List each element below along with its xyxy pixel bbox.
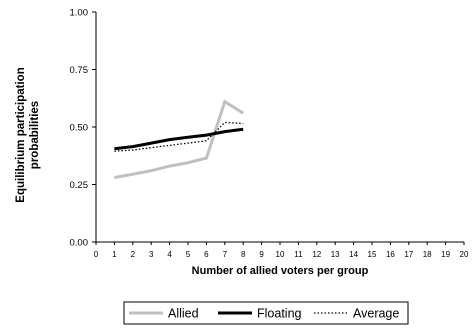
y-axis-title-line2: probabilities <box>29 101 41 169</box>
x-tick-label: 20 <box>460 250 469 259</box>
legend: Allied Floating Average <box>123 301 409 325</box>
y-tick-label: 0.25 <box>70 180 89 191</box>
x-tick-label: 11 <box>294 250 303 259</box>
x-tick-label: 19 <box>441 250 450 259</box>
x-tick-label: 7 <box>223 250 228 259</box>
y-axis-ticks: 0.00 0.25 0.50 0.75 1.00 <box>70 8 96 249</box>
series-lines <box>114 99 244 180</box>
x-tick-label: 18 <box>423 250 432 259</box>
series-line-floating <box>114 127 244 151</box>
x-tick-label: 1 <box>112 250 117 259</box>
x-tick-label: 5 <box>186 250 191 259</box>
x-tick-label: 8 <box>241 250 246 259</box>
x-tick-label: 3 <box>149 250 154 259</box>
x-tick-label: 9 <box>259 250 264 259</box>
x-tick-label: 6 <box>204 250 209 259</box>
legend-label-average: Average <box>353 307 399 321</box>
x-axis-ticks: 0 1 2 3 4 5 6 7 8 9 10 11 12 13 14 15 16 17 18 19 20 <box>94 242 469 259</box>
y-tick-label: 1.00 <box>70 8 89 19</box>
series-line-average <box>114 121 244 152</box>
plot-area <box>95 12 464 243</box>
x-tick-label: 16 <box>386 250 395 259</box>
x-tick-label: 2 <box>131 250 136 259</box>
x-tick-label: 17 <box>404 250 413 259</box>
y-tick-label: 0.75 <box>70 65 89 76</box>
series-line-allied <box>114 99 244 180</box>
y-axis-title-line1: Equilibrium participation <box>15 67 27 202</box>
x-tick-label: 0 <box>94 250 99 259</box>
legend-label-allied: Allied <box>168 307 199 321</box>
y-tick-label: 0.00 <box>70 238 89 249</box>
legend-label-floating: Floating <box>257 307 302 321</box>
y-axis-title: Equilibrium participation probabilities <box>15 67 41 202</box>
x-tick-label: 12 <box>312 250 321 259</box>
x-tick-label: 10 <box>276 250 285 259</box>
x-tick-label: 15 <box>368 250 377 259</box>
x-axis-title: Number of allied voters per group <box>192 265 369 277</box>
y-tick-label: 0.50 <box>70 123 89 134</box>
legend-box <box>123 301 409 325</box>
x-tick-label: 13 <box>331 250 340 259</box>
x-tick-label: 4 <box>167 250 172 259</box>
x-tick-label: 14 <box>349 250 358 259</box>
